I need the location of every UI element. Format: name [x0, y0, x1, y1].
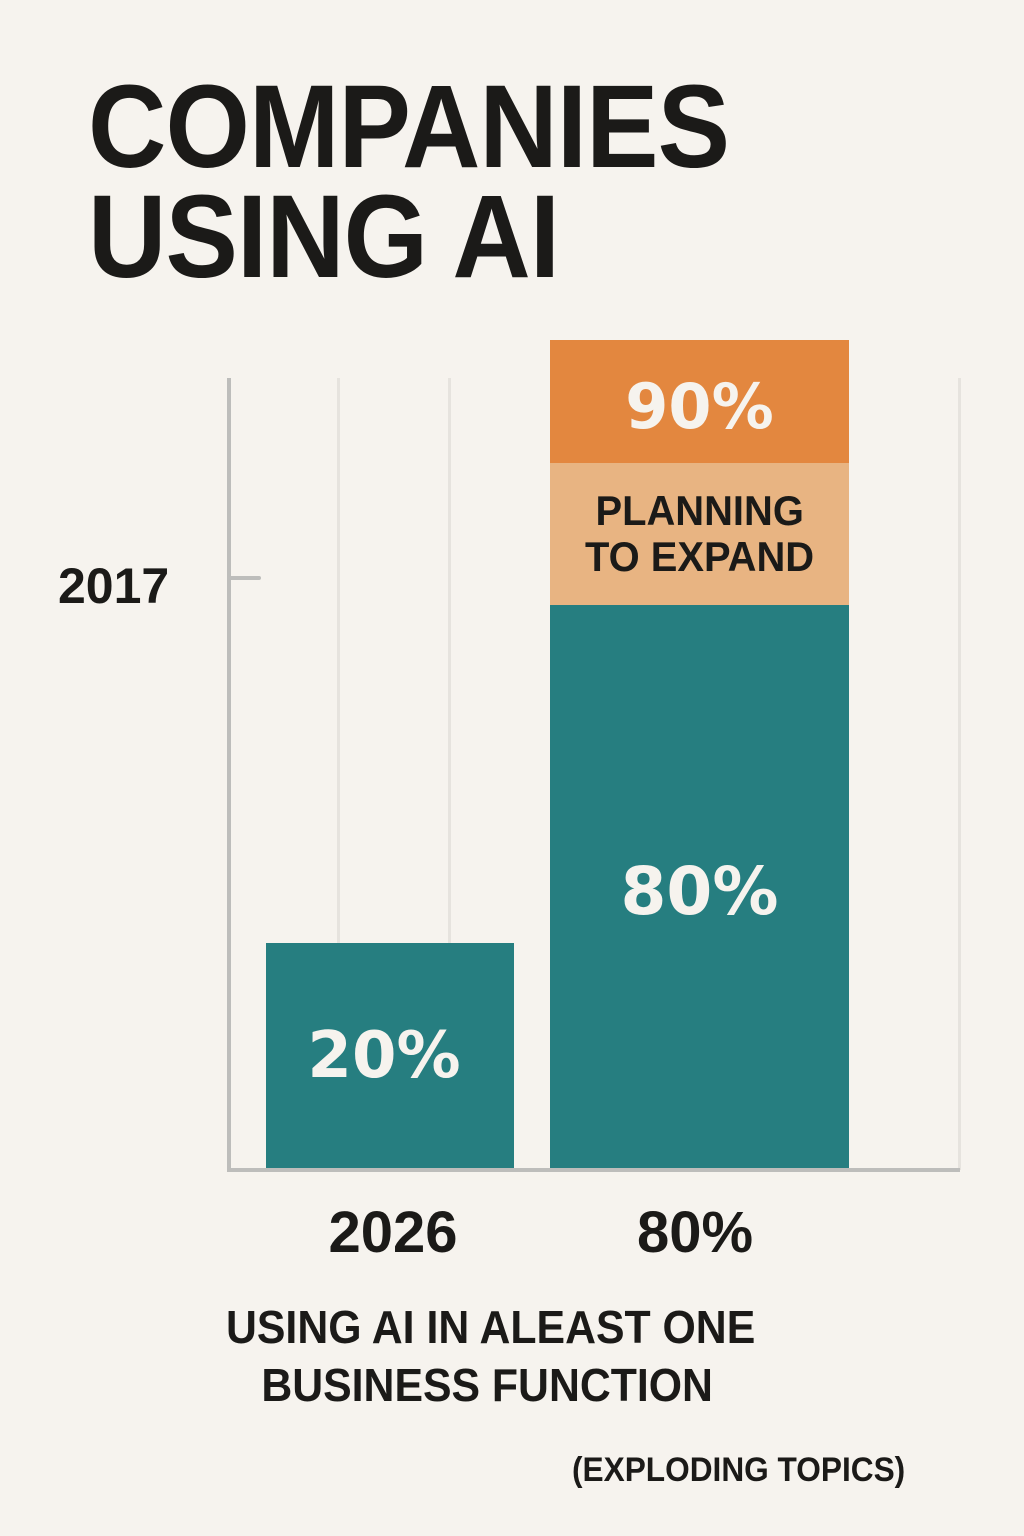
- subtitle-line-1: USING AI IN ALEAST ONE: [226, 1301, 756, 1353]
- chart-subtitle: USING AI IN ALEAST ONE BUSINESS FUNCTION: [226, 1298, 755, 1414]
- source-credit: (EXPLODING TOPICS): [572, 1451, 906, 1489]
- bar-value-label: 20%: [307, 1019, 461, 1093]
- x-tick-label: 80%: [636, 1200, 754, 1265]
- y-axis-tick: [229, 576, 261, 580]
- segment-label-line-1: PLANNING: [595, 487, 804, 534]
- gridline: [337, 378, 340, 1170]
- x-axis: [227, 1168, 960, 1172]
- gridline: [958, 378, 961, 1170]
- x-tick-label: 2026: [328, 1200, 458, 1265]
- segment-label-line-2: TO EXPAND: [584, 533, 815, 580]
- gridline: [448, 378, 451, 1170]
- y-tick-label: 2017: [58, 558, 170, 614]
- chart-title: COMPANIES USING AI: [88, 61, 730, 303]
- y-axis: [227, 378, 231, 1172]
- bar-segment-using-ai: 80%: [550, 605, 849, 1169]
- bar-segment-planning-total: 90%: [550, 340, 849, 463]
- title-line-1: COMPANIES: [88, 61, 730, 193]
- bar-value-label: 80%: [620, 853, 779, 930]
- bar-2026: 20%: [266, 943, 514, 1169]
- title-line-2: USING AI: [88, 171, 560, 303]
- bar-segment-planning-to-expand: PLANNING TO EXPAND: [550, 463, 849, 605]
- subtitle-line-2: BUSINESS FUNCTION: [261, 1359, 713, 1411]
- bar-value-label: 90%: [625, 370, 774, 443]
